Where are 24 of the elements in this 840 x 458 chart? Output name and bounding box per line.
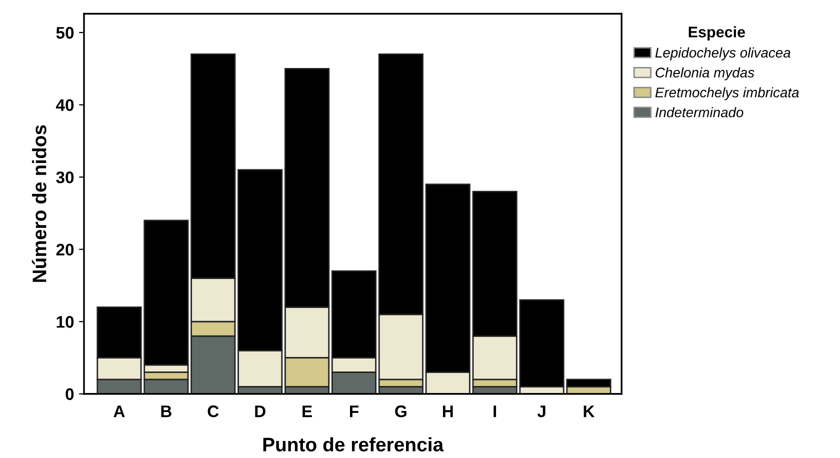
legend-label: Indeterminado [655, 107, 744, 118]
x-tick-label: C [208, 405, 219, 418]
y-tick-label: 10 [56, 316, 74, 328]
legend-title: Especie [688, 26, 746, 40]
legend-label: Lepidochelys olivacea [655, 47, 790, 60]
x-tick-label: A [114, 406, 125, 418]
y-tick-label: 50 [56, 26, 74, 39]
x-tick-label: E [302, 406, 312, 418]
x-tick-label: D [255, 406, 266, 418]
x-tick-label: F [350, 406, 358, 418]
x-axis-title: Punto de referencia [263, 437, 444, 452]
y-tick-label: 0 [66, 388, 74, 400]
x-tick-label: I [494, 406, 496, 418]
legend-label: Chelonia mydas [656, 67, 754, 80]
x-tick-label: K [584, 406, 595, 418]
x-tick-label: B [161, 406, 172, 418]
x-tick-label: H [442, 406, 453, 418]
y-tick-label: 20 [56, 244, 74, 256]
x-tick-label: G [395, 405, 406, 418]
y-axis-title: Número de nidos [32, 125, 46, 282]
x-tick-label: J [537, 406, 546, 418]
y-tick-label: 30 [56, 171, 74, 184]
y-tick-label: 40 [56, 99, 74, 112]
legend-label: Eretmochelys imbricata [655, 87, 799, 100]
